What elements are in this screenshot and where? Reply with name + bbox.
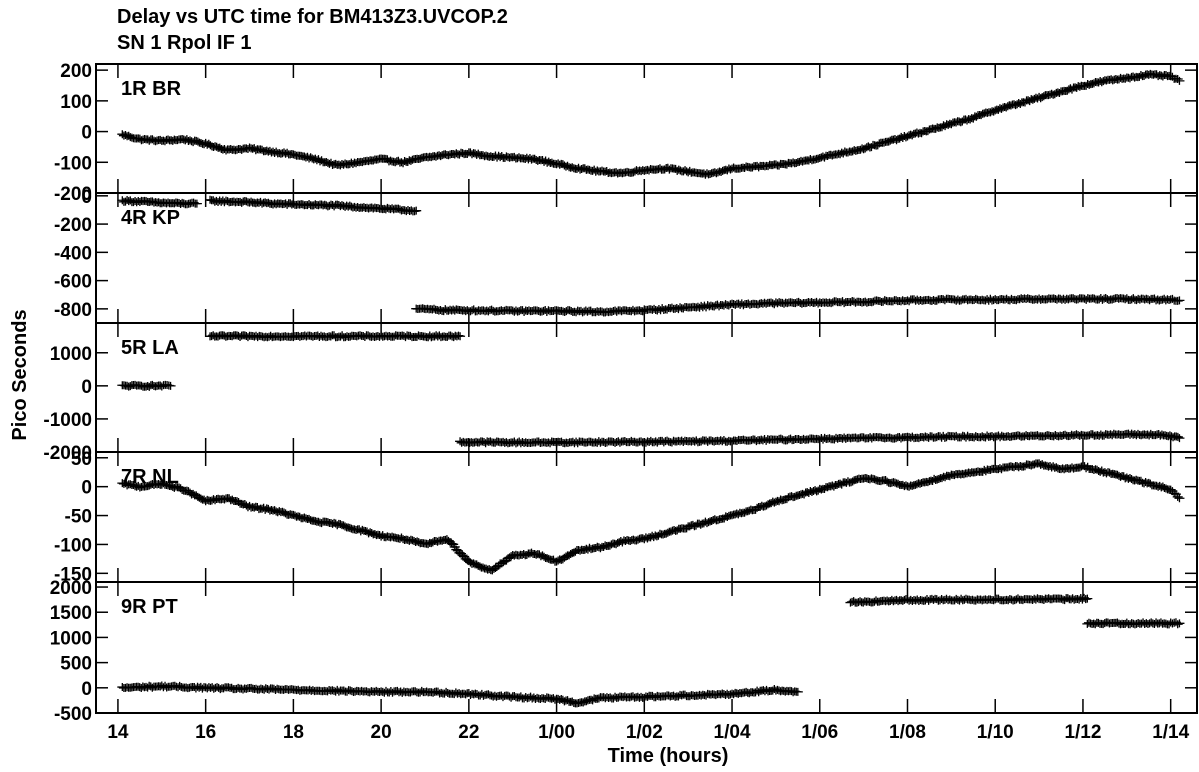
data-point xyxy=(1172,74,1183,83)
y-tick-label: 2000 xyxy=(50,578,92,599)
data-point xyxy=(1172,492,1183,501)
x-tick-label: 22 xyxy=(458,722,479,743)
y-tick-label: -100 xyxy=(54,535,92,556)
x-tick-label: 1/02 xyxy=(626,722,663,743)
data-point xyxy=(1172,432,1183,441)
y-tick-label: 100 xyxy=(60,92,92,113)
series-segment xyxy=(1082,618,1185,629)
panel-frame xyxy=(95,581,1198,714)
panel-label: 9R PT xyxy=(121,596,178,618)
data-point xyxy=(165,381,176,390)
y-tick-label: 50 xyxy=(71,449,92,470)
x-tick-label: 14 xyxy=(107,722,129,743)
series-segment xyxy=(117,380,176,391)
y-tick-label: 1000 xyxy=(50,344,92,365)
series-segment xyxy=(205,195,422,216)
data-point xyxy=(1174,296,1185,305)
panel-1r-br: 200 100 0 -100 -200 1R BR xyxy=(54,61,1198,205)
y-tick-label: 1000 xyxy=(50,628,92,649)
x-tick-label: 1/06 xyxy=(801,722,838,743)
y-tick-label: 0 xyxy=(81,187,92,208)
y-tick-label: -2000 xyxy=(43,443,92,464)
data-point xyxy=(1172,620,1183,629)
y-tick-label: 0 xyxy=(81,377,92,398)
x-tick-label: 1/10 xyxy=(977,722,1014,743)
series-segment xyxy=(411,293,1185,317)
y-tick-label: 500 xyxy=(60,654,92,675)
data-point xyxy=(455,332,466,341)
y-tick-label: -200 xyxy=(54,184,92,205)
data-point xyxy=(792,687,803,696)
y-tick-label: -200 xyxy=(54,215,92,236)
chart-subtitle: SN 1 Rpol IF 1 xyxy=(117,32,251,54)
x-tick-label: 1/14 xyxy=(1152,722,1189,743)
data-point xyxy=(1082,594,1093,603)
y-tick-label: -100 xyxy=(54,153,92,174)
y-tick-label: -400 xyxy=(54,243,92,264)
y-tick-label: -150 xyxy=(54,564,92,585)
y-tick-label: 0 xyxy=(81,478,92,499)
series-segment xyxy=(117,681,803,708)
series-segment xyxy=(455,429,1185,448)
panel-9r-pt: 2000 1500 1000 500 0 -500 9R PT xyxy=(50,578,1198,725)
data-point xyxy=(1174,434,1185,443)
data-point xyxy=(411,206,422,215)
data-point xyxy=(1174,76,1185,85)
x-tick-label: 1/12 xyxy=(1064,722,1101,743)
y-tick-label: -50 xyxy=(65,507,92,528)
x-tick-label: 1/00 xyxy=(538,722,575,743)
x-axis-title: Time (hours) xyxy=(608,745,729,767)
y-tick-label: 200 xyxy=(60,61,92,82)
series-segment xyxy=(117,196,202,209)
series-segment xyxy=(845,593,1093,607)
x-tick-label: 16 xyxy=(195,722,216,743)
data-point xyxy=(1174,494,1185,503)
y-tick-label: -500 xyxy=(54,704,92,725)
x-tick-label: 18 xyxy=(283,722,304,743)
panel-frame xyxy=(95,192,1198,324)
panel-label: 4R KP xyxy=(121,207,180,229)
y-tick-label: -1000 xyxy=(43,410,92,431)
series-segment xyxy=(205,331,466,342)
panel-label: 1R BR xyxy=(121,78,182,100)
chart-title: Delay vs UTC time for BM413Z3.UVCOP.2 xyxy=(117,6,508,28)
panel-5r-la: 1000 0 -1000 -2000 5R LA xyxy=(43,322,1198,464)
x-tick-label: 1/08 xyxy=(889,722,926,743)
x-axis: 14 16 18 20 22 1/00 1/02 1/04 1/06 1/08 1/10 1/12 1/… xyxy=(107,722,1189,743)
y-tick-label: -800 xyxy=(54,300,92,321)
data-point xyxy=(1174,619,1185,628)
y-tick-label: -600 xyxy=(54,272,92,293)
series-segment xyxy=(117,69,1185,179)
data-point xyxy=(191,199,202,208)
panel-frame xyxy=(95,451,1198,583)
y-tick-label: 0 xyxy=(81,679,92,700)
panel-label: 5R LA xyxy=(121,337,179,359)
panel-frame xyxy=(95,322,1198,453)
y-tick-label: 1500 xyxy=(50,603,92,624)
x-tick-label: 1/04 xyxy=(714,722,751,743)
y-axis-title: Pico Seconds xyxy=(9,309,31,440)
x-tick-label: 20 xyxy=(371,722,392,743)
y-tick-label: 0 xyxy=(81,123,92,144)
series-segment xyxy=(117,459,1185,575)
